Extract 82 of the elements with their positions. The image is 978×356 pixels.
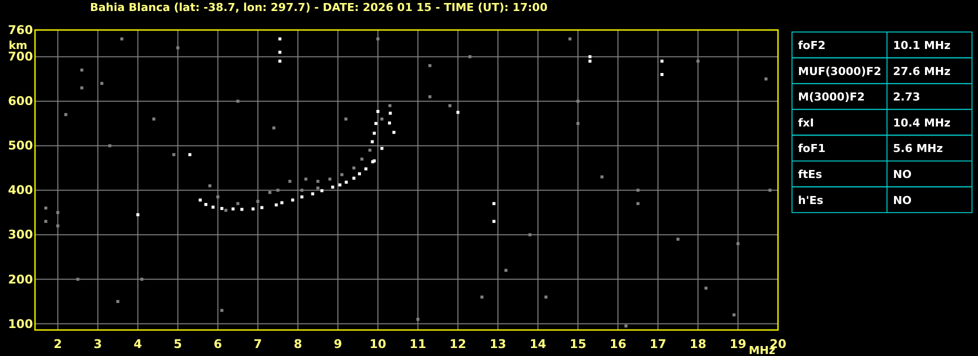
point — [278, 37, 282, 40]
text: fxI — [798, 116, 814, 130]
point — [232, 207, 235, 210]
x-tick-label: 3 — [94, 337, 102, 351]
y-tick-label: 500 — [8, 138, 33, 153]
point — [188, 153, 192, 156]
point — [278, 60, 282, 63]
point — [136, 213, 140, 216]
point — [660, 60, 664, 63]
point — [392, 130, 396, 134]
point — [220, 206, 224, 210]
point — [291, 198, 294, 202]
y-axis-title: km — [8, 39, 28, 52]
point — [660, 73, 664, 76]
x-tick-label: 10 — [370, 337, 386, 351]
point — [588, 60, 592, 63]
point — [492, 202, 496, 206]
point — [338, 183, 342, 186]
point — [364, 167, 368, 170]
point — [278, 50, 282, 54]
x-tick-label: 7 — [254, 337, 262, 351]
x-tick-label: 4 — [134, 337, 142, 351]
point — [374, 122, 378, 125]
point — [311, 192, 314, 196]
point — [456, 110, 460, 114]
x-tick-label: 17 — [650, 337, 666, 351]
point — [198, 198, 202, 202]
text: ftEs — [798, 168, 823, 181]
text: foF1 — [798, 142, 826, 156]
point — [372, 132, 376, 135]
text: NO — [893, 168, 912, 181]
x-tick-label: 2 — [54, 337, 62, 351]
point — [388, 112, 392, 115]
point — [344, 180, 348, 184]
y-tick-label: 600 — [8, 94, 33, 108]
text: 5.6 MHz — [893, 142, 943, 156]
x-tick-label: 18 — [690, 337, 706, 351]
x-tick-label: 6 — [214, 337, 222, 351]
x-tick-label: 15 — [570, 337, 586, 351]
x-tick-label: 14 — [530, 337, 546, 351]
x-tick-label: 13 — [490, 337, 506, 351]
y-tick-label: 700 — [8, 50, 33, 64]
x-tick-label: 9 — [334, 337, 342, 351]
point — [370, 140, 374, 144]
x-tick-label: 5 — [174, 337, 182, 351]
text: M(3000)F2 — [798, 90, 865, 104]
text: h'Es — [798, 194, 824, 207]
x-tick-label: 11 — [410, 337, 426, 351]
point — [252, 207, 255, 210]
y-tick-label: 760 — [8, 23, 33, 37]
y-tick-label: 400 — [8, 183, 33, 198]
point — [380, 146, 384, 150]
x-tick-label: 12 — [450, 337, 466, 351]
point — [212, 206, 215, 209]
point — [492, 220, 496, 223]
point — [274, 203, 278, 206]
point — [320, 189, 324, 192]
point — [280, 201, 284, 204]
point — [358, 172, 361, 176]
point — [588, 55, 592, 58]
point — [204, 202, 208, 206]
point — [352, 176, 356, 180]
point — [331, 186, 334, 189]
y-tick-label: 200 — [8, 272, 33, 286]
text: MUF(3000)F2 — [798, 64, 882, 78]
text: 10.4 MHz — [893, 116, 951, 130]
x-tick-label: 8 — [294, 337, 302, 351]
x-tick-label: 19 — [730, 337, 746, 351]
text: foF2 — [798, 39, 826, 52]
point — [376, 110, 380, 113]
text: 27.6 MHz — [893, 64, 951, 78]
point — [240, 208, 244, 211]
chart-title: Bahia Blanca (lat: -38.7, lon: 297.7) - DATE: 2026 01 15 - TIME (UT): 17:00 — [90, 1, 548, 14]
text: 2.73 — [893, 90, 920, 104]
y-tick-label: 100 — [8, 316, 33, 331]
point — [300, 195, 304, 198]
x-tick-label: 16 — [610, 337, 626, 351]
text: 10.1 MHz — [893, 39, 951, 52]
y-tick-label: 300 — [8, 228, 33, 242]
point — [260, 206, 264, 210]
text: NO — [893, 194, 912, 207]
point — [388, 122, 391, 125]
